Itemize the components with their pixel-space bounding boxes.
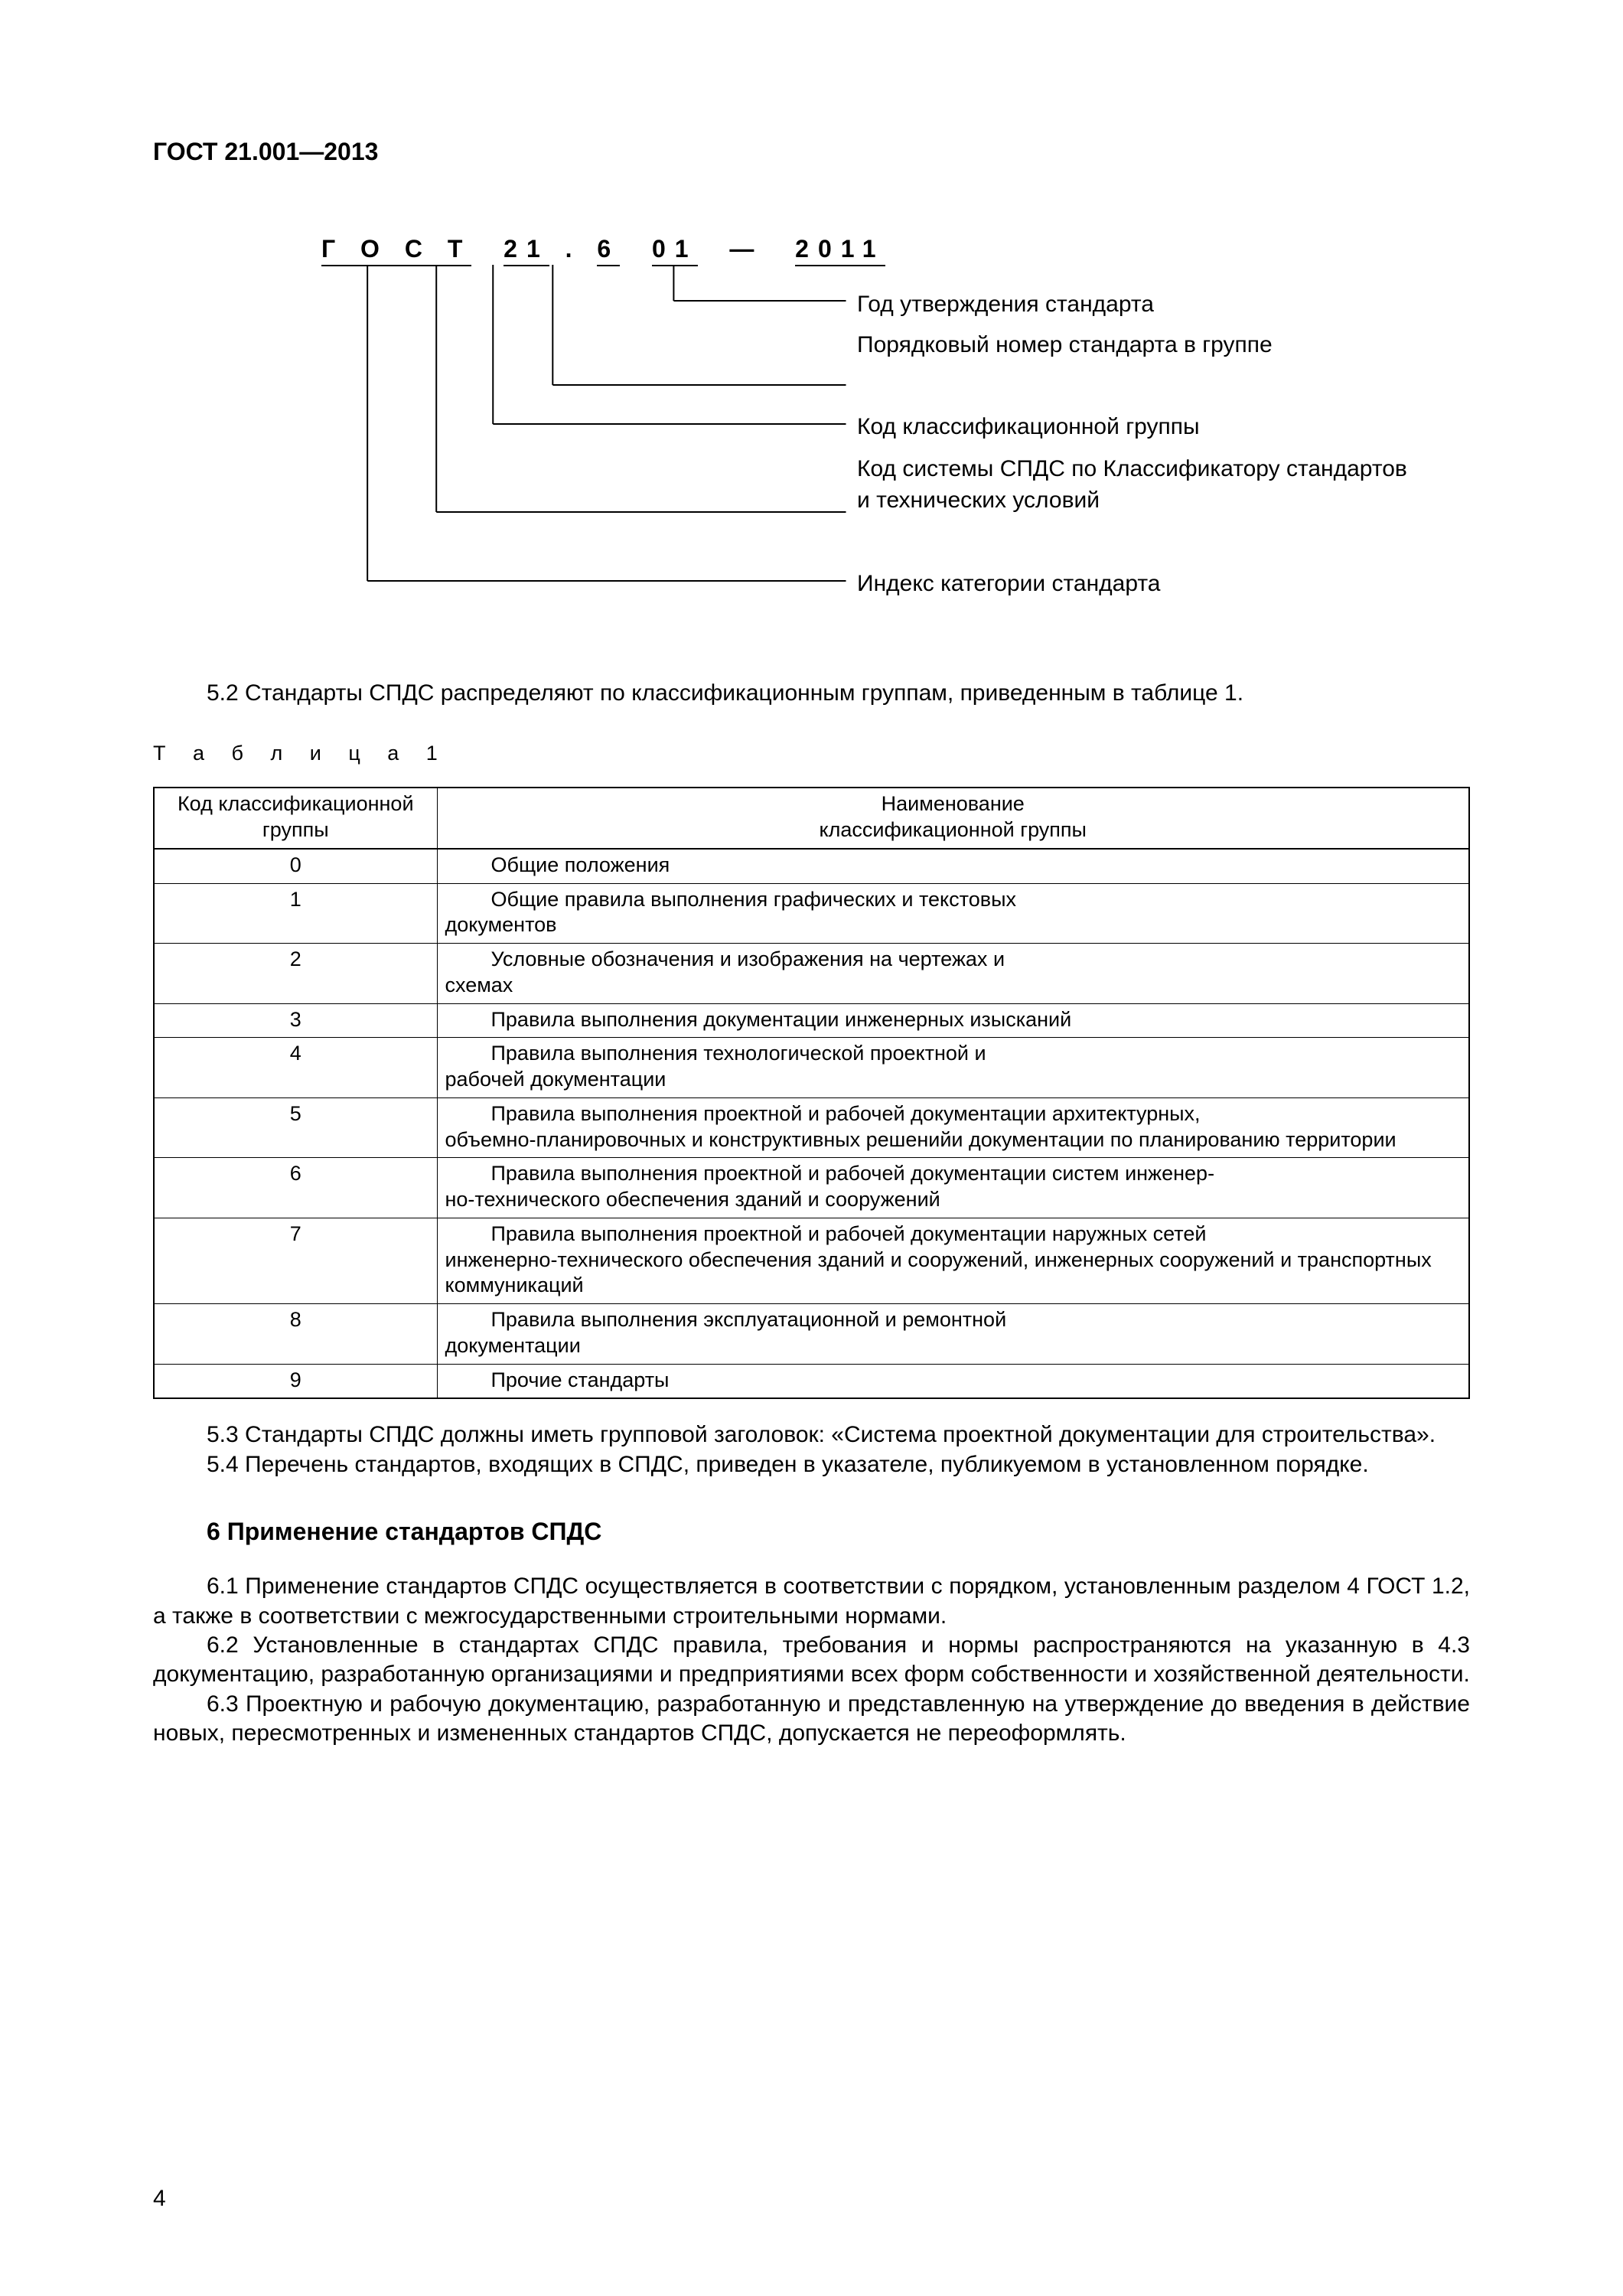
table-cell-code: 4 [154, 1038, 437, 1098]
table-cell-name-first: Правила выполнения проектной и рабочей д… [445, 1101, 1462, 1127]
table-row: 4 Правила выполнения технологической прое… [154, 1038, 1469, 1098]
designation-seg-system: 21 [504, 235, 549, 266]
paragraph-6-2: 6.2 Установленные в стандартах СПДС прав… [153, 1631, 1470, 1690]
table-row: 5 Правила выполнения проектной и рабочей … [154, 1097, 1469, 1158]
table-caption: Т а б л и ц а 1 [153, 742, 1470, 765]
table-cell-name-rest: объемно-планировочных и конструктивных р… [445, 1127, 1462, 1153]
table-row: 1 Общие правила выполнения графических и … [154, 883, 1469, 944]
table-cell-name: Правила выполнения документации инженерн… [437, 1003, 1469, 1038]
diagram-label-system: Код системы СПДС по Классификатору станд… [857, 454, 1423, 516]
section-5-continued: 5.3 Стандарты СПДС должны иметь группово… [153, 1420, 1470, 1479]
table-cell-name: Общие положения [437, 849, 1469, 883]
paragraph-5-3: 5.3 Стандарты СПДС должны иметь группово… [153, 1420, 1470, 1450]
table-cell-name: Правила выполнения проектной и рабочей д… [437, 1218, 1469, 1303]
table-cell-name-first: Общие правила выполнения графических и т… [445, 887, 1462, 913]
table-header-code: Код классификационной группы [154, 788, 437, 849]
table-cell-code: 5 [154, 1097, 437, 1158]
table-cell-name-first: Правила выполнения проектной и рабочей д… [445, 1221, 1462, 1247]
diagram-label-order: Порядковый номер стандарта в группе [857, 330, 1423, 361]
table-row: 6 Правила выполнения проектной и рабочей … [154, 1158, 1469, 1218]
table-cell-name: Правила выполнения эксплуатационной и ре… [437, 1304, 1469, 1365]
table-cell-name-first: Правила выполнения проектной и рабочей д… [445, 1161, 1462, 1187]
table-cell-code: 3 [154, 1003, 437, 1038]
table-row: 7 Правила выполнения проектной и рабочей … [154, 1218, 1469, 1303]
table-cell-name-rest: инженерно-технического обеспечения здани… [445, 1247, 1462, 1300]
table-cell-name-rest: документации [445, 1333, 1462, 1359]
table-cell-name-rest: схемах [445, 973, 1462, 999]
paragraph-5-4: 5.4 Перечень стандартов, входящих в СПДС… [153, 1450, 1470, 1479]
table-cell-name-first: Прочие стандарты [445, 1368, 1462, 1394]
table-cell-code: 1 [154, 883, 437, 944]
table-row: 3 Правила выполнения документации инженер… [154, 1003, 1469, 1038]
table-cell-name: Правила выполнения технологической проек… [437, 1038, 1469, 1098]
table-header-row: Код классификационной группы Наименовани… [154, 788, 1469, 849]
table-cell-code: 9 [154, 1364, 437, 1398]
diagram-label-year: Год утверждения стандарта [857, 289, 1423, 321]
designation-seg-group: 6 [597, 235, 620, 266]
table-cell-code: 8 [154, 1304, 437, 1365]
designation-sep-dash: — [729, 235, 763, 263]
designation-seg-order: 01 [652, 235, 698, 266]
diagram-label-group: Код классификационной группы [857, 412, 1423, 443]
page: ГОСТ 21.001—2013 Г О С Т 21 . 6 01 — 201… [0, 0, 1623, 2296]
designation-diagram: Г О С Т 21 . 6 01 — 2011 Год утверждения… [153, 235, 1470, 633]
table-cell-name: Условные обозначения и изображения на че… [437, 944, 1469, 1004]
table-cell-name-first: Общие положения [445, 853, 1462, 879]
table-cell-name: Правила выполнения проектной и рабочей д… [437, 1158, 1469, 1218]
table-body: 0 Общие положения 1 Общие правила выполнени… [154, 849, 1469, 1399]
table-cell-name: Общие правила выполнения графических и т… [437, 883, 1469, 944]
document-code: ГОСТ 21.001—2013 [153, 138, 1470, 166]
diagram-label-index: Индекс категории стандарта [857, 569, 1423, 600]
table-cell-name: Прочие стандарты [437, 1364, 1469, 1398]
designation-sep-dot: . [565, 235, 582, 263]
table-cell-name-first: Правила выполнения эксплуатационной и ре… [445, 1307, 1462, 1333]
heading-6: 6 Применение стандартов СПДС [153, 1518, 1470, 1546]
table-cell-code: 0 [154, 849, 437, 883]
table-row: 0 Общие положения [154, 849, 1469, 883]
designation-seg-year: 2011 [795, 235, 885, 266]
table-cell-name-first: Правила выполнения технологической проек… [445, 1041, 1462, 1067]
section-6-body: 6.1 Применение стандартов СПДС осуществл… [153, 1572, 1470, 1748]
table-cell-code: 2 [154, 944, 437, 1004]
designation-seg-index: Г О С Т [321, 235, 471, 266]
table-cell-code: 6 [154, 1158, 437, 1218]
designation-string: Г О С Т 21 . 6 01 — 2011 [321, 235, 885, 266]
table-cell-name-first: Условные обозначения и изображения на че… [445, 947, 1462, 973]
table-cell-code: 7 [154, 1218, 437, 1303]
table-cell-name-first: Правила выполнения документации инженерн… [445, 1007, 1462, 1033]
table-cell-name-rest: документов [445, 912, 1462, 938]
page-number: 4 [153, 2186, 166, 2212]
paragraph-6-3: 6.3 Проектную и рабочую документацию, ра… [153, 1690, 1470, 1749]
table-row: 2 Условные обозначения и изображения на ч… [154, 944, 1469, 1004]
paragraph-6-1: 6.1 Применение стандартов СПДС осуществл… [153, 1572, 1470, 1631]
table-cell-name: Правила выполнения проектной и рабочей д… [437, 1097, 1469, 1158]
table-header-name-line1: Наименование [882, 792, 1025, 815]
paragraph-5-2: 5.2 Стандарты СПДС распределяют по класс… [153, 679, 1470, 708]
table-cell-name-rest: рабочей документации [445, 1067, 1462, 1093]
table-row: 8 Правила выполнения эксплуатационной и р… [154, 1304, 1469, 1365]
table-header-name: Наименование классификационной группы [437, 788, 1469, 849]
table-header-name-line2: классификационной группы [820, 818, 1087, 841]
table-cell-name-rest: но-технического обеспечения зданий и соо… [445, 1187, 1462, 1213]
table-row: 9 Прочие стандарты [154, 1364, 1469, 1398]
classification-table: Код классификационной группы Наименовани… [153, 787, 1470, 1399]
